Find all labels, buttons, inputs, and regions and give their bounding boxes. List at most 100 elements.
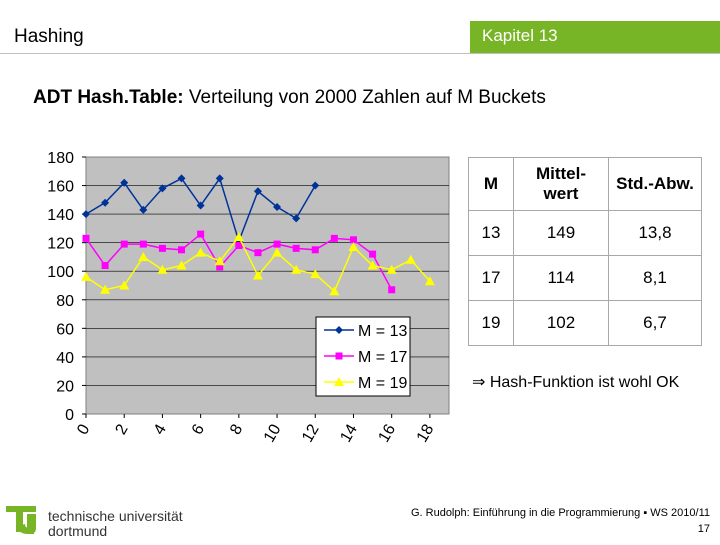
data-point (291, 264, 302, 274)
x-tick-label: 18 (414, 421, 438, 445)
x-tick-label: 4 (151, 421, 170, 437)
data-point (214, 256, 225, 266)
table-cell-m: 17 (468, 255, 514, 301)
data-point (272, 247, 283, 257)
logo-text-line1: technische universität (48, 508, 183, 524)
mean-header-part2: wert (543, 184, 579, 203)
slide-section-title: Hashing (14, 26, 84, 47)
data-point (253, 187, 262, 196)
conclusion-text: ⇒ Hash-Funktion ist wohl OK (472, 374, 680, 391)
data-point (311, 246, 319, 254)
statistics-table: M Mittel-wert Std.-Abw. 13 149 13,8 17 1… (468, 157, 702, 346)
legend-marker (335, 352, 343, 360)
y-tick-label: 40 (56, 350, 74, 367)
data-point (311, 181, 320, 190)
table-cell-mean: 149 (513, 210, 609, 256)
slide-heading-bold: ADT Hash.Table: (33, 87, 184, 108)
data-point (330, 234, 338, 242)
slide-heading: ADT Hash.Table: Verteilung von 2000 Zahl… (33, 87, 546, 109)
table-row: 17 114 8,1 (468, 255, 702, 301)
data-point (100, 284, 111, 294)
data-point (139, 240, 147, 248)
table-cell-stddev: 6,7 (608, 300, 702, 346)
data-point (81, 271, 91, 281)
table-header-m: M (468, 157, 514, 211)
x-tick-label: 8 (227, 421, 246, 437)
x-tick-label: 16 (376, 421, 400, 445)
table-cell-m: 19 (468, 300, 514, 346)
tu-logo-icon: technische universität dortmund (6, 506, 183, 539)
data-point (101, 198, 110, 207)
data-point (158, 244, 166, 252)
y-tick-label: 80 (56, 293, 74, 310)
legend-label: M = 19 (358, 375, 407, 392)
legend-label: M = 13 (358, 323, 407, 340)
y-tick-label: 160 (47, 179, 74, 196)
data-point (235, 242, 243, 250)
data-point (101, 262, 109, 270)
data-point (424, 276, 435, 286)
x-tick-label: 12 (299, 421, 323, 445)
data-point (177, 174, 186, 183)
data-point (252, 270, 263, 280)
data-point (196, 201, 205, 210)
table-cell-stddev: 8,1 (608, 255, 702, 301)
data-point (120, 240, 128, 248)
x-tick-label: 2 (112, 421, 131, 437)
legend-marker (335, 326, 343, 334)
footer: G. Rudolph: Einführung in die Programmie… (411, 505, 710, 537)
data-point (82, 234, 90, 242)
data-point (388, 286, 396, 294)
y-tick-label: 20 (56, 378, 74, 395)
y-tick-label: 0 (65, 407, 74, 424)
table-header-mean: Mittel-wert (513, 157, 609, 211)
data-point (405, 254, 416, 264)
data-point (157, 264, 168, 274)
x-tick-label: 6 (189, 421, 208, 437)
table-row: 19 102 6,7 (468, 300, 702, 346)
data-point (158, 184, 167, 193)
table-header-row: M Mittel-wert Std.-Abw. (468, 157, 702, 211)
data-point (369, 250, 377, 258)
table-cell-mean: 114 (513, 255, 609, 301)
data-point (348, 241, 359, 251)
data-point (310, 269, 321, 279)
y-tick-label: 60 (56, 321, 74, 338)
header-bar: Hashing Kapitel 13 (0, 21, 720, 54)
x-tick-label: 0 (74, 421, 93, 437)
data-point (329, 286, 340, 296)
footer-credit: G. Rudolph: Einführung in die Programmie… (410, 507, 710, 519)
data-point (233, 231, 244, 241)
x-tick-label: 10 (261, 421, 285, 445)
data-point (139, 205, 148, 214)
university-logo: technische universität dortmund (0, 500, 230, 540)
y-tick-label: 120 (47, 236, 74, 253)
table-cell-stddev: 13,8 (608, 210, 702, 256)
data-point (273, 202, 282, 211)
table-header-stddev: Std.-Abw. (608, 157, 702, 211)
data-point (178, 246, 186, 254)
data-point (176, 260, 187, 270)
y-tick-label: 180 (47, 150, 74, 167)
y-tick-label: 140 (47, 207, 74, 224)
data-point (367, 260, 378, 270)
data-point (120, 178, 129, 187)
data-point (292, 214, 301, 223)
data-point (215, 174, 224, 183)
data-point (138, 251, 149, 261)
y-tick-label: 100 (47, 264, 74, 281)
header-divider (0, 53, 720, 54)
legend-marker (334, 377, 344, 386)
table-cell-mean: 102 (513, 300, 609, 346)
data-point (216, 263, 224, 271)
table-row: 13 149 13,8 (468, 210, 702, 256)
logo-text-line2: dortmund (48, 523, 107, 539)
distribution-chart: 0 20 40 60 80 100 120 140 160 180 0 2 4 6 8 10 12 14 16 18 M… (47, 150, 450, 445)
data-point (82, 210, 90, 219)
slide-heading-rest: Verteilung von 2000 Zahlen auf M Buckets (183, 87, 546, 108)
header-chapter-area: Kapitel 13 (470, 21, 720, 53)
data-point (349, 236, 357, 244)
data-point (254, 249, 262, 257)
x-tick-label: 14 (337, 421, 361, 445)
mean-header-part1: Mittel- (535, 164, 587, 183)
